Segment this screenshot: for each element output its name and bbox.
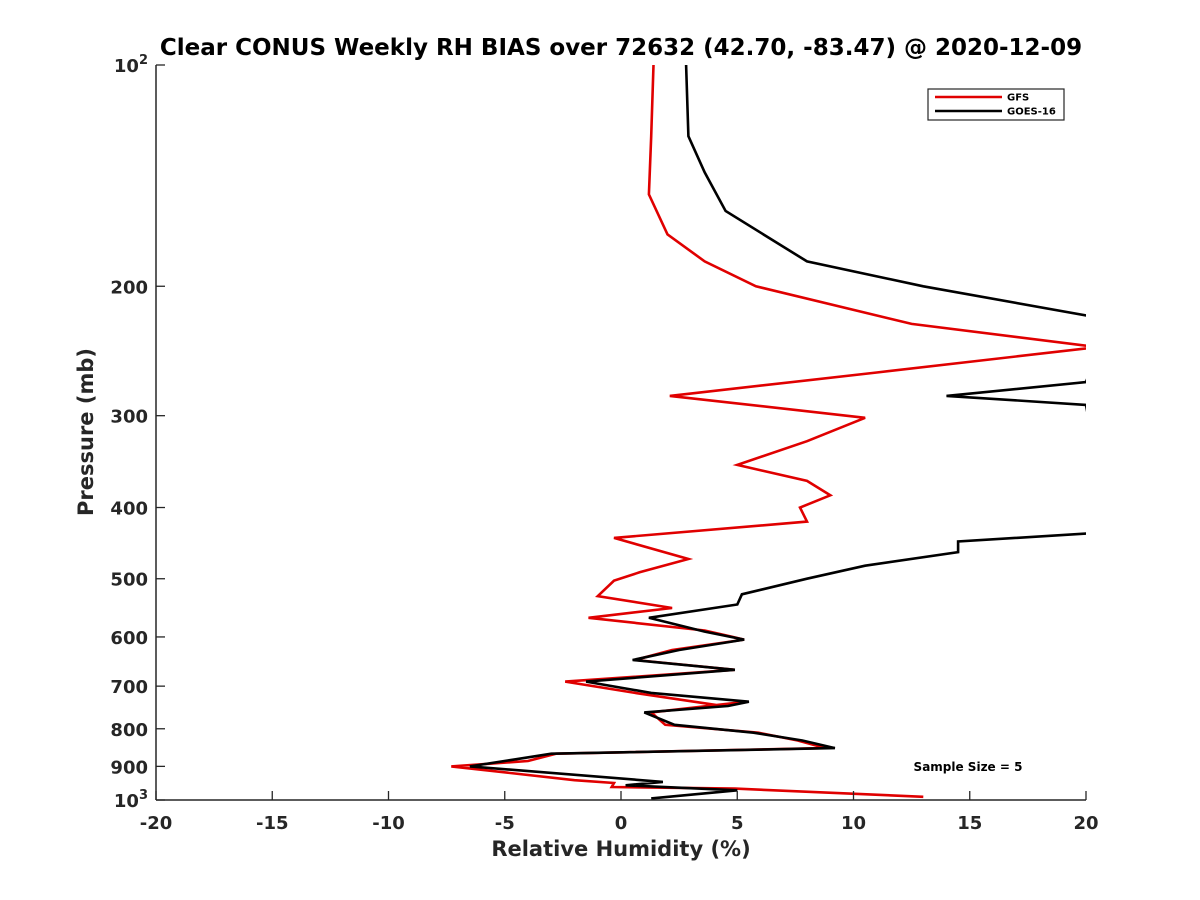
sample-size-annotation: Sample Size = 5 <box>914 760 1023 774</box>
legend-label-goes-16: GOES-16 <box>1007 107 1056 118</box>
y-tick-label: 900 <box>110 757 148 778</box>
series-group <box>451 65 1086 800</box>
y-tick-label: 400 <box>110 499 148 520</box>
y-tick-label: 300 <box>110 407 148 428</box>
y-tick-label: 102 <box>114 53 148 77</box>
x-tick-label: -5 <box>495 813 515 834</box>
y-tick-label: 500 <box>110 570 148 591</box>
legend-box <box>927 88 1065 121</box>
y-tick-label: 200 <box>110 277 148 298</box>
x-tick-label: 15 <box>957 813 982 834</box>
series-line-goes-16 <box>469 65 1086 800</box>
y-tick-label: 103 <box>114 788 148 812</box>
y-axis-ticks: 102 200 300 400 500 600 700 800 900 103 <box>110 53 165 812</box>
chart-title: Clear CONUS Weekly RH BIAS over 72632 (4… <box>160 35 1082 61</box>
y-axis-label: Pressure (mb) <box>74 348 98 516</box>
x-tick-label: 10 <box>841 813 866 834</box>
x-axis-label: Relative Humidity (%) <box>491 837 750 861</box>
x-tick-label: 20 <box>1073 813 1098 834</box>
y-tick-label: 800 <box>110 720 148 741</box>
y-tick-label: 600 <box>110 628 148 649</box>
y-tick-label: 700 <box>110 677 148 698</box>
series-line-gfs <box>451 65 1086 799</box>
x-tick-label: -10 <box>372 813 405 834</box>
x-tick-label: 5 <box>731 813 744 834</box>
x-tick-label: 0 <box>615 813 628 834</box>
legend: GFS GOES-16 <box>927 88 1065 121</box>
x-tick-label: -20 <box>140 813 173 834</box>
x-tick-label: -15 <box>256 813 289 834</box>
x-axis-ticks: -20 -15 -10 -5 0 5 10 15 20 <box>140 791 1099 834</box>
legend-label-gfs: GFS <box>1007 93 1029 104</box>
